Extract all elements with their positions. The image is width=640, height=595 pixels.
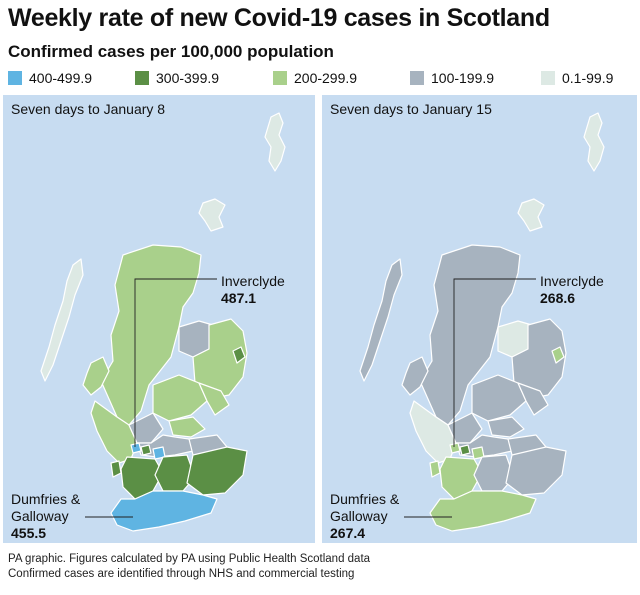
legend-label-0: 0.1-99.9 [562,70,614,86]
region-highland [419,244,521,426]
callout-dumfries-value: 455.5 [11,525,47,541]
region-arran [429,460,441,478]
region-perth-kinross [152,374,208,422]
legend-item-200: 200-299.9 [273,68,357,88]
legend-label-400: 400-499.9 [29,70,93,86]
callout-inverclyde-value: 487.1 [221,290,257,306]
region-orkney [517,198,545,232]
legend-item-0: 0.1-99.9 [541,68,613,88]
map-caption: Seven days to January 15 [330,101,492,117]
region-aberdeen-city [551,346,565,364]
region-shetland [583,112,605,172]
callout-inverclyde-value: 268.6 [540,290,576,306]
legend-swatch-0 [541,71,555,85]
legend-item-400: 400-499.9 [8,68,92,88]
map-caption: Seven days to January 8 [11,101,166,117]
region-aberdeen-city [232,346,246,364]
region-west-coast-islands [401,356,429,396]
callout-dumfries-name-1: Dumfries & [330,491,400,507]
region-inverclyde [449,442,461,454]
map-panel-january-15: Seven days to January 15 [322,95,637,543]
chart-subtitle: Confirmed cases per 100,000 population [8,42,334,61]
callout-dumfries-name-2: Galloway [330,508,388,524]
region-angus [198,382,230,416]
region-stirling [128,412,164,444]
callout-dumfries-value: 267.4 [330,525,366,541]
region-western-isles [40,258,84,382]
callout-dumfries-name-1: Dumfries & [11,491,81,507]
region-orkney [198,198,226,232]
region-west-dunbartonshire [459,444,471,456]
footer-note: Confirmed cases are identified through N… [8,568,355,580]
scotland-map-january-8 [40,112,286,532]
region-dumfries-galloway [429,490,537,532]
legend-swatch-400 [8,71,22,85]
callout-inverclyde-name: Inverclyde [540,273,604,289]
region-shetland [264,112,286,172]
region-aberdeenshire [192,318,248,400]
callout-inverclyde-name: Inverclyde [221,273,285,289]
region-inverclyde [130,442,142,454]
callout-dumfries-name-2: Galloway [11,508,69,524]
region-dumfries-galloway [110,490,218,532]
region-west-dunbartonshire [140,444,152,456]
legend-label-300: 300-399.9 [156,70,220,86]
scotland-map-january-15 [359,112,605,532]
legend-swatch-200 [273,71,287,85]
region-stirling [447,412,483,444]
region-arran [110,460,122,478]
legend-item-100: 100-199.9 [410,68,494,88]
region-fife [487,416,525,438]
callout-line-inverclyde [453,278,536,447]
map-panel-january-8: Seven days to January 8 [3,95,315,543]
callout-line-inverclyde [134,278,217,447]
footer: PA graphic. Figures calculated by PA usi… [8,552,370,582]
footer-source: PA graphic. Figures calculated by PA usi… [8,553,371,565]
legend-label-200: 200-299.9 [294,70,358,86]
region-angus [517,382,549,416]
chart-title: Weekly rate of new Covid-19 cases in Sco… [8,4,550,32]
region-aberdeenshire [511,318,567,400]
region-western-isles [359,258,403,382]
legend-label-100: 100-199.9 [431,70,495,86]
region-scottish-borders [505,446,567,496]
legend: 400-499.9 300-399.9 200-299.9 100-199.9 … [8,68,632,88]
region-scottish-borders [186,446,248,496]
region-fife [168,416,206,438]
legend-swatch-300 [135,71,149,85]
legend-swatch-100 [410,71,424,85]
legend-item-300: 300-399.9 [135,68,219,88]
region-west-coast-islands [82,356,110,396]
region-highland [100,244,202,426]
region-perth-kinross [471,374,527,422]
